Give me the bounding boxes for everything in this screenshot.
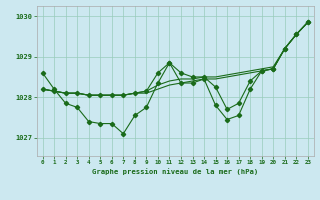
X-axis label: Graphe pression niveau de la mer (hPa): Graphe pression niveau de la mer (hPa) [92,168,258,175]
